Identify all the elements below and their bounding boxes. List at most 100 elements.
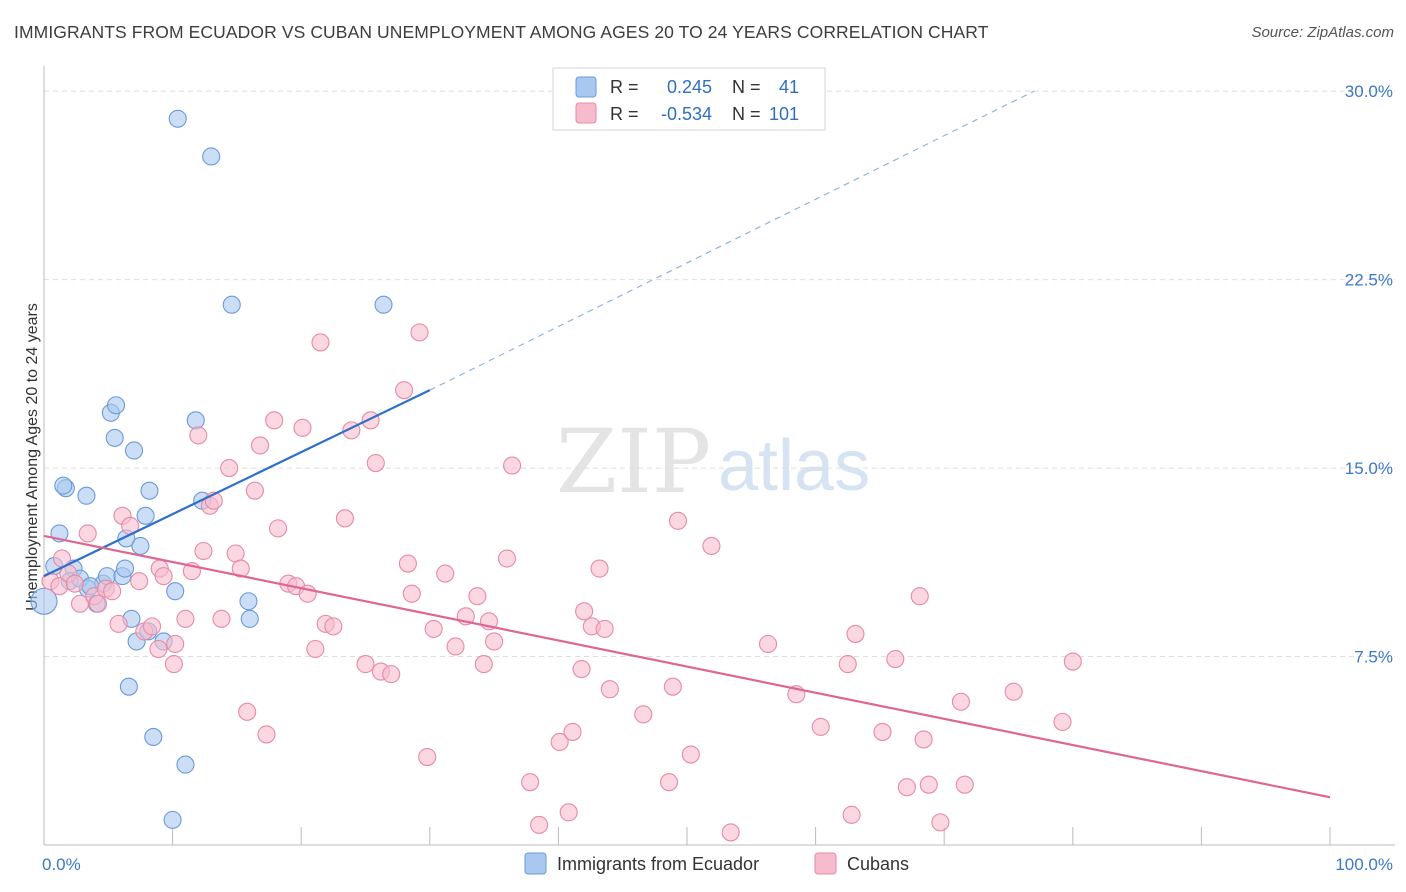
data-point	[955, 775, 974, 794]
y-tick-label-0: 7.5%	[1354, 648, 1393, 667]
data-point	[70, 594, 90, 613]
data-point	[140, 481, 159, 500]
legend-r-label-ecuador: R =	[610, 77, 639, 97]
data-point	[446, 637, 465, 656]
watermark-atlas: atlas	[718, 426, 870, 506]
series-ecuador	[30, 109, 393, 829]
y-axis-label: Unemployment Among Ages 20 to 24 years	[24, 303, 41, 611]
data-point	[231, 559, 250, 578]
data-point	[293, 418, 312, 437]
data-point	[77, 486, 96, 505]
data-point	[575, 602, 594, 621]
data-point	[311, 333, 330, 352]
data-point	[176, 755, 195, 774]
data-point	[103, 582, 122, 601]
data-point	[194, 541, 213, 561]
legend-r-value-cubans: -0.534	[661, 104, 712, 124]
data-point	[590, 559, 609, 578]
data-point	[115, 559, 135, 578]
data-point	[595, 619, 614, 638]
data-point	[838, 655, 857, 674]
data-point	[1053, 712, 1072, 731]
data-point	[485, 632, 504, 651]
data-point	[265, 411, 284, 430]
data-point	[124, 441, 144, 460]
y-tick-label-1: 15.0%	[1345, 459, 1393, 478]
data-point	[269, 519, 288, 538]
data-point	[30, 587, 58, 615]
data-point	[54, 476, 73, 495]
legend-box	[552, 67, 826, 131]
data-point	[897, 778, 916, 797]
data-point	[374, 295, 393, 314]
data-point	[130, 572, 149, 591]
data-point	[202, 147, 221, 166]
data-point	[119, 677, 138, 696]
data-point	[105, 428, 124, 447]
data-point	[65, 574, 84, 593]
data-point	[910, 587, 929, 606]
data-point	[634, 705, 653, 724]
data-point	[163, 810, 182, 829]
data-point	[681, 745, 700, 764]
series-cubans	[41, 323, 1082, 842]
legend-n-value-cubans: 101	[769, 104, 799, 124]
data-point	[136, 506, 155, 525]
data-point	[600, 680, 619, 699]
data-point	[668, 511, 688, 530]
x-tick-label-100: 100.0%	[1335, 855, 1393, 874]
data-point	[250, 436, 270, 455]
data-point	[154, 567, 173, 586]
data-point	[659, 773, 679, 792]
data-point	[873, 722, 892, 741]
data-point	[109, 614, 128, 633]
data-point	[164, 655, 183, 674]
x-tick-label-0: 0.0%	[42, 855, 81, 874]
legend-n-label-ecuador: N =	[732, 77, 761, 97]
data-point	[951, 692, 970, 711]
data-point	[257, 725, 276, 744]
data-point	[886, 649, 905, 669]
data-point	[335, 509, 354, 528]
data-point	[1063, 652, 1082, 671]
data-point	[398, 554, 417, 573]
data-point	[474, 655, 493, 674]
data-point	[1004, 682, 1023, 701]
data-point	[166, 582, 185, 601]
data-point	[758, 634, 778, 654]
data-point	[919, 775, 938, 794]
trend-line-cubans	[43, 534, 1331, 799]
data-point	[914, 730, 933, 749]
data-point	[503, 456, 522, 475]
data-point	[240, 609, 259, 628]
data-point	[418, 747, 437, 767]
data-point	[142, 617, 162, 636]
source-label: Source: ZipAtlas.com	[1251, 24, 1394, 41]
data-point	[131, 536, 150, 556]
legend-r-label-cubans: R =	[610, 104, 639, 124]
data-point	[222, 295, 241, 314]
data-point	[563, 722, 582, 741]
data-point	[168, 109, 187, 128]
data-point	[382, 665, 401, 684]
data-point	[497, 549, 517, 568]
data-point	[245, 481, 264, 500]
data-point	[176, 609, 195, 628]
data-point	[306, 639, 325, 659]
bottom-legend-label-ecuador: Immigrants from Ecuador	[557, 854, 759, 874]
data-point	[238, 702, 257, 721]
data-point	[468, 587, 487, 606]
data-point	[410, 323, 429, 342]
trend-line-ecuador-extrapolated	[429, 90, 1035, 391]
data-point	[356, 655, 375, 674]
x-tick-labels: 0.0% 100.0%	[42, 855, 1393, 874]
data-point	[521, 773, 540, 792]
data-point	[212, 609, 231, 628]
scatter-points	[30, 109, 1082, 842]
legend-n-value-ecuador: 41	[779, 77, 799, 97]
data-point	[186, 411, 205, 430]
legend-swatch-cubans	[575, 102, 597, 124]
y-tick-label-2: 22.5%	[1345, 271, 1393, 290]
data-point	[324, 617, 343, 636]
bottom-legend: Immigrants from Ecuador Cubans	[524, 852, 909, 875]
